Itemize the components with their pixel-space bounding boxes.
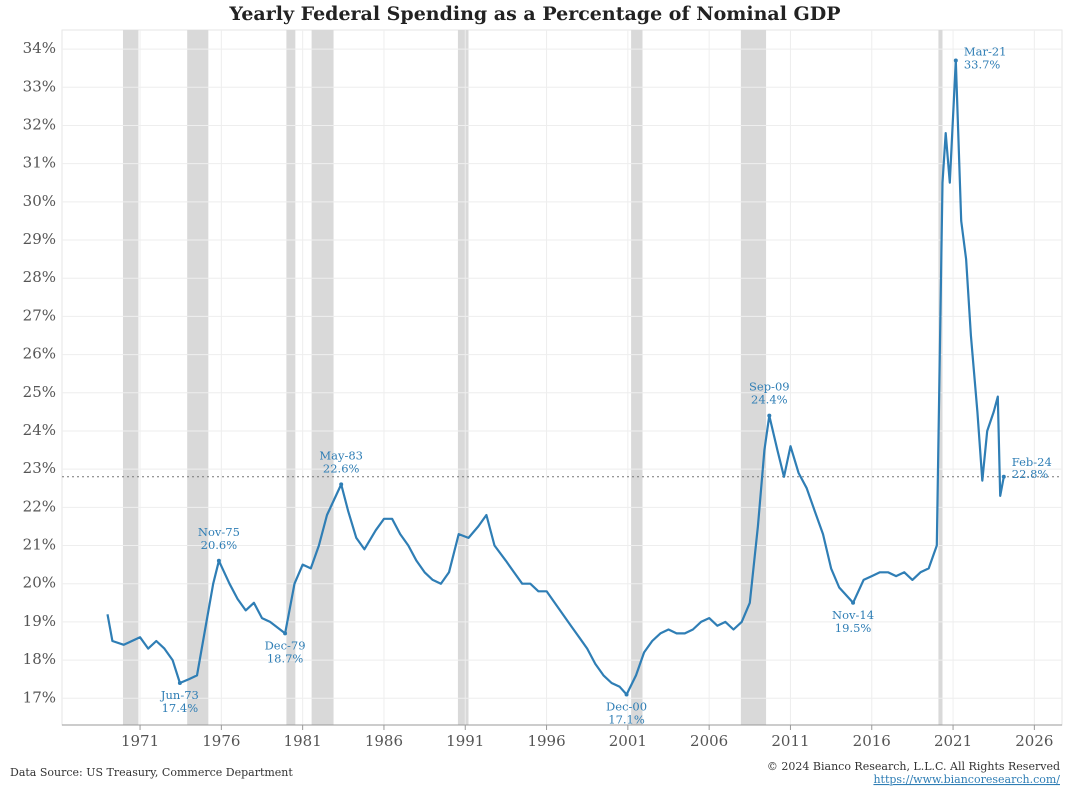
y-tick-label: 21% bbox=[23, 536, 56, 554]
x-tick-label: 1971 bbox=[121, 732, 159, 750]
x-tick-label: 2016 bbox=[853, 732, 891, 750]
y-tick-label: 32% bbox=[23, 115, 56, 133]
recession-band bbox=[631, 30, 643, 725]
y-tick-label: 24% bbox=[23, 421, 56, 439]
recession-band bbox=[311, 30, 334, 725]
x-tick-label: 1991 bbox=[446, 732, 484, 750]
annotation-date: Jun-73 bbox=[160, 688, 199, 702]
x-tick-label: 1986 bbox=[365, 732, 403, 750]
annotation-date: Dec-00 bbox=[606, 699, 647, 713]
y-tick-label: 23% bbox=[23, 459, 56, 477]
y-tick-label: 29% bbox=[23, 230, 56, 248]
x-tick-label: 2021 bbox=[934, 732, 972, 750]
y-tick-label: 27% bbox=[23, 306, 56, 324]
recession-band bbox=[457, 30, 469, 725]
x-tick-label: 1976 bbox=[202, 732, 240, 750]
annotation-point bbox=[624, 692, 629, 697]
data-line bbox=[106, 59, 1005, 696]
y-tick-label: 34% bbox=[23, 39, 56, 57]
annotation-date: May-83 bbox=[319, 448, 363, 462]
annotation-point bbox=[767, 413, 772, 418]
annotation-point bbox=[339, 482, 344, 487]
annotation-date: Nov-14 bbox=[832, 608, 874, 622]
annotation-value: 22.8% bbox=[1012, 467, 1049, 481]
annotation-point bbox=[1001, 474, 1006, 479]
annotation-value: 24.4% bbox=[751, 393, 788, 407]
recession-band bbox=[740, 30, 767, 725]
chart-title: Yearly Federal Spending as a Percentage … bbox=[228, 3, 840, 25]
y-tick-label: 33% bbox=[23, 77, 56, 95]
y-tick-label: 22% bbox=[23, 497, 56, 515]
x-tick-label: 1996 bbox=[527, 732, 565, 750]
annotation-value: 20.6% bbox=[201, 538, 238, 552]
y-tick-label: 28% bbox=[23, 268, 56, 286]
x-tick-label: 2011 bbox=[771, 732, 809, 750]
annotation-value: 17.1% bbox=[608, 712, 645, 726]
y-tick-label: 18% bbox=[23, 650, 56, 668]
annotation-date: Feb-24 bbox=[1012, 455, 1052, 469]
annotation-value: 19.5% bbox=[835, 621, 872, 635]
y-tick-label: 17% bbox=[23, 688, 56, 706]
annotation-date: Sep-09 bbox=[749, 380, 790, 394]
y-tick-label: 26% bbox=[23, 345, 56, 363]
annotation-point bbox=[851, 600, 856, 605]
annotation-point bbox=[177, 680, 182, 685]
annotation-value: 18.7% bbox=[267, 651, 304, 665]
x-tick-label: 1981 bbox=[284, 732, 322, 750]
annotation-point bbox=[953, 58, 958, 63]
annotation-value: 33.7% bbox=[964, 58, 1001, 72]
plot-area bbox=[61, 29, 1063, 726]
source: Data Source: US Treasury, Commerce Depar… bbox=[10, 766, 293, 779]
y-tick-label: 30% bbox=[23, 192, 56, 210]
annotation-date: Mar-21 bbox=[964, 45, 1007, 59]
x-tick-label: 2001 bbox=[609, 732, 647, 750]
copyright: © 2024 Bianco Research, L.L.C. All Right… bbox=[767, 760, 1060, 773]
recession-band bbox=[122, 30, 139, 725]
annotation-point bbox=[283, 631, 288, 636]
annotation-value: 17.4% bbox=[162, 701, 199, 715]
url[interactable]: https://www.biancoresearch.com/ bbox=[873, 773, 1060, 786]
recession-band bbox=[286, 30, 296, 725]
x-tick-label: 2006 bbox=[690, 732, 728, 750]
x-tick-label: 2026 bbox=[1015, 732, 1053, 750]
annotation-point bbox=[216, 558, 221, 563]
annotation-date: Nov-75 bbox=[198, 525, 240, 539]
annotation-value: 22.6% bbox=[323, 461, 360, 475]
y-tick-label: 31% bbox=[23, 154, 56, 172]
y-tick-label: 20% bbox=[23, 574, 56, 592]
recession-band bbox=[187, 30, 209, 725]
y-tick-label: 19% bbox=[23, 612, 56, 630]
y-tick-label: 25% bbox=[23, 383, 56, 401]
annotation-date: Dec-79 bbox=[265, 638, 306, 652]
